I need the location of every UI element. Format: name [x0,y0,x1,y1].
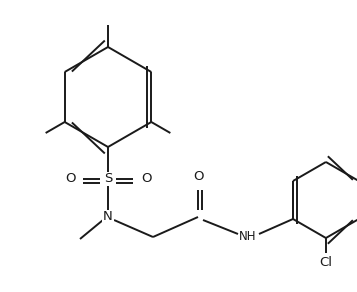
Text: O: O [193,171,203,183]
Text: Cl: Cl [320,256,332,270]
Text: O: O [65,173,75,185]
Text: O: O [141,173,151,185]
Text: NH: NH [239,230,257,244]
Text: S: S [104,173,112,185]
Text: N: N [103,211,113,223]
